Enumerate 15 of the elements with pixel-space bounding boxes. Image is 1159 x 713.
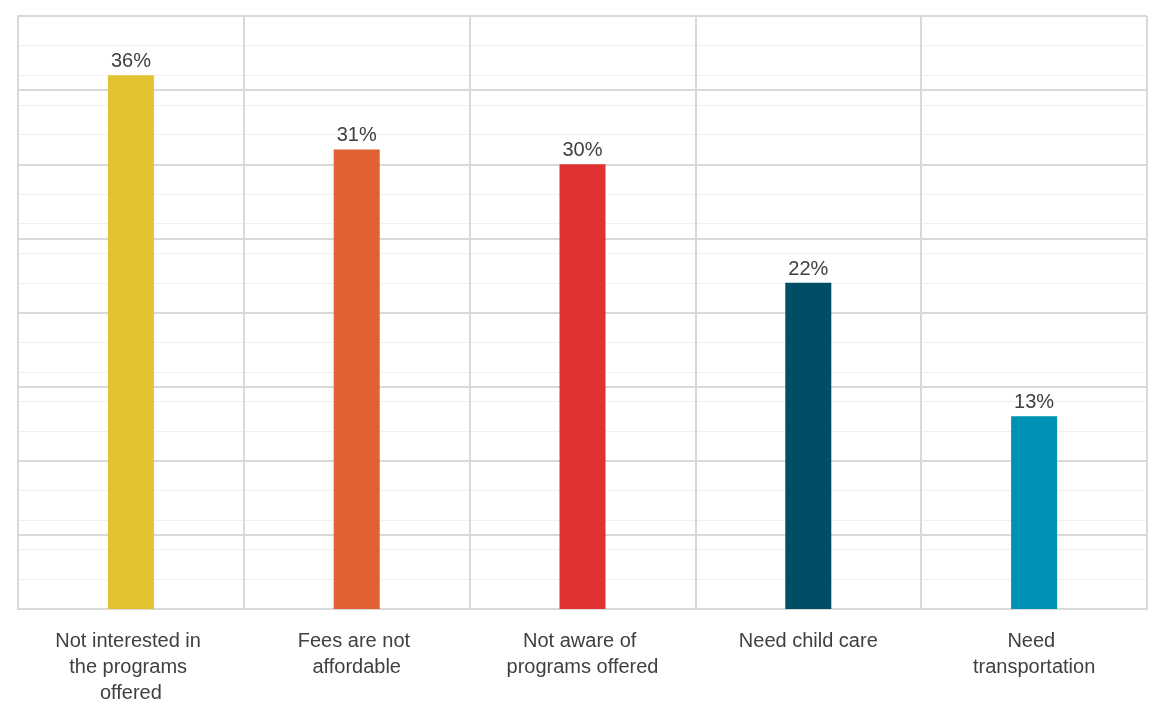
bar bbox=[107, 75, 154, 609]
x-tick-label: Not aware of programs offered bbox=[506, 629, 659, 677]
x-tick-label: Need child care bbox=[738, 629, 878, 651]
bar bbox=[785, 282, 832, 609]
x-tick-label: Fees are not affordable bbox=[297, 629, 416, 677]
bar bbox=[559, 164, 606, 609]
bar bbox=[1011, 416, 1058, 609]
data-label: 36% bbox=[110, 49, 152, 72]
data-label: 13% bbox=[1014, 390, 1055, 413]
data-label: 31% bbox=[336, 123, 377, 146]
data-label: 30% bbox=[562, 138, 603, 161]
x-tick-label: Need transportation bbox=[972, 629, 1096, 677]
data-label: 22% bbox=[788, 256, 829, 279]
bar bbox=[333, 149, 380, 609]
x-tick-label: Not interested in the programs offered bbox=[55, 629, 207, 703]
